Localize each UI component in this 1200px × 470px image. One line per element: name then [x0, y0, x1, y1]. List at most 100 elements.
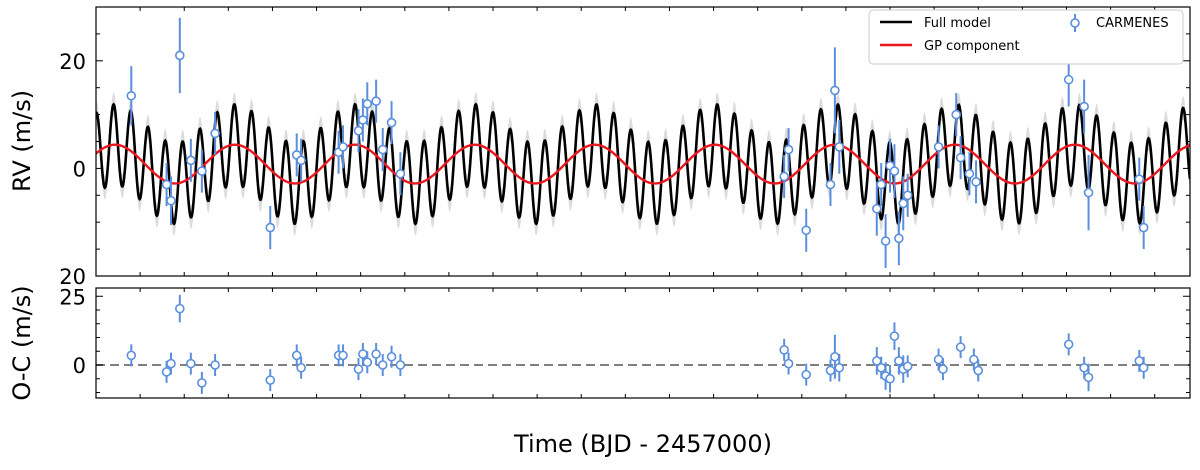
oc-point-0: [126, 344, 137, 367]
oc-point-marker: [1083, 372, 1094, 383]
rv-point-marker: [801, 225, 812, 236]
rv-point-marker: [779, 171, 789, 182]
rv-point-7: [265, 206, 276, 250]
rv-point-14: [362, 82, 373, 126]
rv-point-39: [1079, 79, 1089, 134]
oc-point-11: [338, 344, 348, 367]
oc-point-marker: [296, 362, 306, 373]
rv-point-marker: [834, 142, 845, 152]
rv-point-marker: [338, 142, 348, 152]
rv-point-42: [1138, 206, 1149, 250]
rv-point-marker: [825, 179, 836, 190]
oc-point-marker: [386, 351, 397, 362]
rv-point-18: [395, 152, 406, 196]
oc-point-3: [175, 294, 185, 323]
rv-point-marker: [353, 125, 364, 136]
oc-point-marker: [889, 331, 900, 341]
rv-point-marker: [175, 50, 185, 61]
oc-point-marker: [197, 378, 207, 388]
oc-point-marker: [161, 367, 172, 377]
oc-point-marker: [265, 375, 276, 385]
carmenes-points: [126, 17, 1149, 268]
oc-point-12: [353, 358, 364, 381]
rv-point-17: [386, 101, 397, 145]
oc-point-marker: [291, 350, 302, 361]
rv-point-marker: [371, 96, 381, 106]
residuals-plot-area: [96, 294, 1190, 394]
rv-point-marker: [894, 233, 904, 244]
oc-point-marker: [783, 358, 794, 369]
rv-panel: 20 0 20 RV (m/s) Full model GP component C…: [8, 6, 1191, 289]
oc-point-marker: [938, 364, 948, 374]
rv-point-21: [801, 208, 812, 252]
legend-carmenes-label: CARMENES: [1096, 16, 1169, 31]
oc-point-marker: [834, 362, 845, 373]
rv-point-marker: [889, 166, 900, 176]
rv-point-marker: [876, 179, 887, 190]
rv-point-25: [871, 181, 882, 236]
oc-point-marker: [830, 351, 840, 362]
oc-point-marker: [933, 354, 944, 365]
rv-point-37: [971, 160, 981, 204]
oc-point-marker: [395, 360, 406, 370]
oc-point-40: [1083, 363, 1094, 392]
y-tick-label: 25: [59, 285, 86, 309]
oc-point-19: [779, 338, 789, 361]
oc-point-marker: [894, 356, 904, 366]
y-tick-label: 0: [73, 157, 86, 181]
rv-point-5: [197, 149, 207, 193]
rv-point-16: [377, 128, 388, 172]
rv-point-marker: [1063, 74, 1074, 85]
rv-point-23: [830, 47, 840, 134]
oc-point-2: [166, 352, 176, 375]
rv-point-22: [825, 163, 836, 207]
rv-point-41: [1134, 157, 1145, 201]
rv-x-ticks: [95, 7, 1156, 276]
rv-point-30: [894, 211, 904, 266]
rv-point-marker: [395, 168, 406, 179]
rv-point-marker: [265, 222, 276, 233]
oc-point-marker: [166, 358, 176, 369]
rv-point-40: [1083, 154, 1094, 231]
oc-point-14: [362, 351, 373, 374]
oc-point-marker: [885, 373, 895, 384]
oc-point-18: [395, 354, 406, 376]
rv-point-24: [834, 119, 845, 174]
rv-point-marker: [362, 99, 373, 109]
rv-y-axis-label: RV (m/s): [8, 90, 36, 192]
oc-point-28: [885, 365, 895, 393]
legend-box: [868, 9, 1184, 65]
rv-point-marker: [1083, 187, 1094, 198]
y-tick-label: 20: [59, 50, 86, 74]
oc-point-15: [371, 343, 381, 365]
rv-point-0: [126, 66, 137, 126]
legend: Full model GP component CARMENES: [868, 9, 1184, 65]
rv-plot-area: [96, 17, 1190, 268]
rv-point-6: [210, 111, 220, 155]
rv-point-marker: [197, 166, 207, 176]
oc-point-6: [210, 354, 220, 376]
rv-point-3: [175, 17, 185, 94]
y-tick-label: 20: [59, 265, 86, 289]
oc-point-marker: [338, 350, 348, 361]
oc-point-marker: [1079, 362, 1089, 373]
rv-point-marker: [951, 109, 962, 120]
full-model-line: [96, 102, 1190, 226]
rv-point-20: [783, 128, 794, 172]
rv-point-marker: [358, 115, 368, 125]
oc-point-7: [265, 369, 276, 392]
oc-point-5: [197, 371, 207, 394]
rv-point-27: [880, 214, 891, 268]
rv-y-ticks: 20 0 20: [59, 6, 1190, 289]
rv-point-marker: [166, 195, 176, 206]
rv-point-marker: [386, 117, 397, 128]
y-tick-label: 0: [73, 354, 86, 378]
residuals-panel: 0 25 O-C (m/s) Time (BJD - 2457000): [8, 285, 1191, 458]
oc-point-marker: [955, 342, 966, 352]
oc-point-42: [1138, 356, 1149, 379]
rv-point-marker: [1079, 101, 1089, 112]
rv-point-marker: [296, 155, 306, 166]
oc-point-marker: [175, 303, 185, 314]
rv-point-marker: [830, 85, 840, 96]
